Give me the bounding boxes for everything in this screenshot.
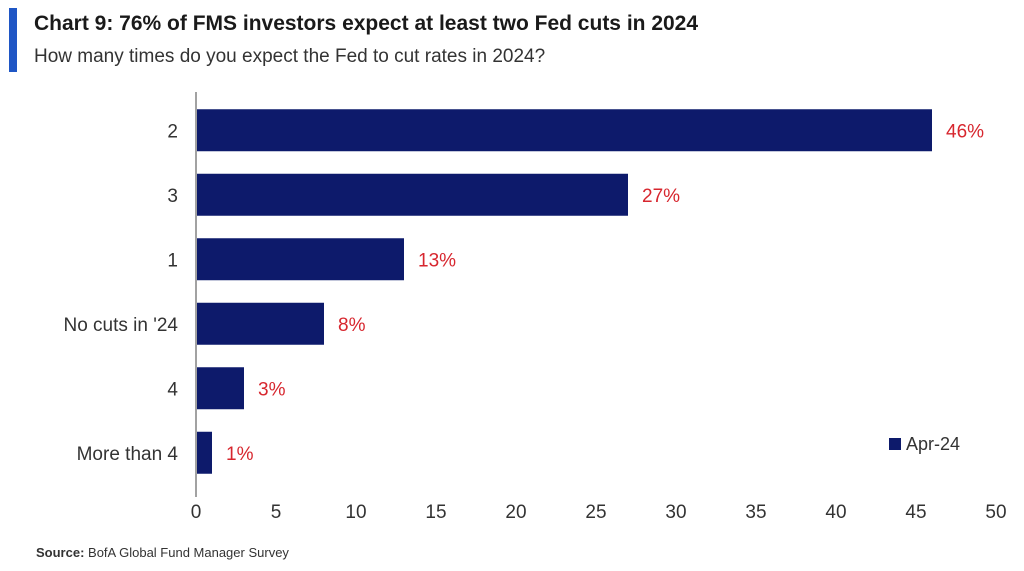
- bar: [197, 367, 244, 410]
- bar: [197, 238, 404, 281]
- chart-title: Chart 9: 76% of FMS investors expect at …: [34, 12, 699, 35]
- source-note: Source: BofA Global Fund Manager Survey: [36, 545, 289, 560]
- x-tick-label: 5: [271, 502, 282, 523]
- x-tick-label: 50: [985, 502, 1006, 523]
- x-tick-label: 15: [425, 502, 446, 523]
- data-label: 3%: [258, 379, 286, 400]
- category-label: 4: [167, 379, 178, 400]
- bar: [197, 431, 212, 474]
- x-tick-label: 10: [345, 502, 366, 523]
- x-tick-label: 0: [191, 502, 202, 523]
- x-tick-label: 20: [505, 502, 526, 523]
- category-label: 3: [167, 186, 178, 207]
- source-text: BofA Global Fund Manager Survey: [88, 545, 289, 560]
- category-label: 1: [167, 250, 178, 271]
- source-label: Source:: [36, 545, 85, 560]
- category-label: More than 4: [77, 444, 179, 465]
- legend-swatch: [889, 438, 901, 450]
- data-label: 46%: [946, 121, 984, 142]
- x-tick-label: 35: [745, 502, 766, 523]
- title-accent-bar: [9, 8, 17, 72]
- x-tick-label: 30: [665, 502, 686, 523]
- data-label: 27%: [642, 186, 680, 207]
- data-label: 13%: [418, 250, 456, 271]
- legend-label: Apr-24: [906, 434, 960, 454]
- x-tick-label: 40: [825, 502, 846, 523]
- chart-subtitle: How many times do you expect the Fed to …: [34, 46, 546, 67]
- data-label: 1%: [226, 444, 254, 465]
- bar: [197, 173, 628, 216]
- bar: [197, 302, 324, 345]
- x-tick-label: 25: [585, 502, 606, 523]
- category-label: No cuts in '24: [63, 315, 178, 336]
- data-label: 8%: [338, 315, 366, 336]
- category-label: 2: [167, 121, 178, 142]
- x-tick-label: 45: [905, 502, 926, 523]
- bar: [197, 109, 932, 152]
